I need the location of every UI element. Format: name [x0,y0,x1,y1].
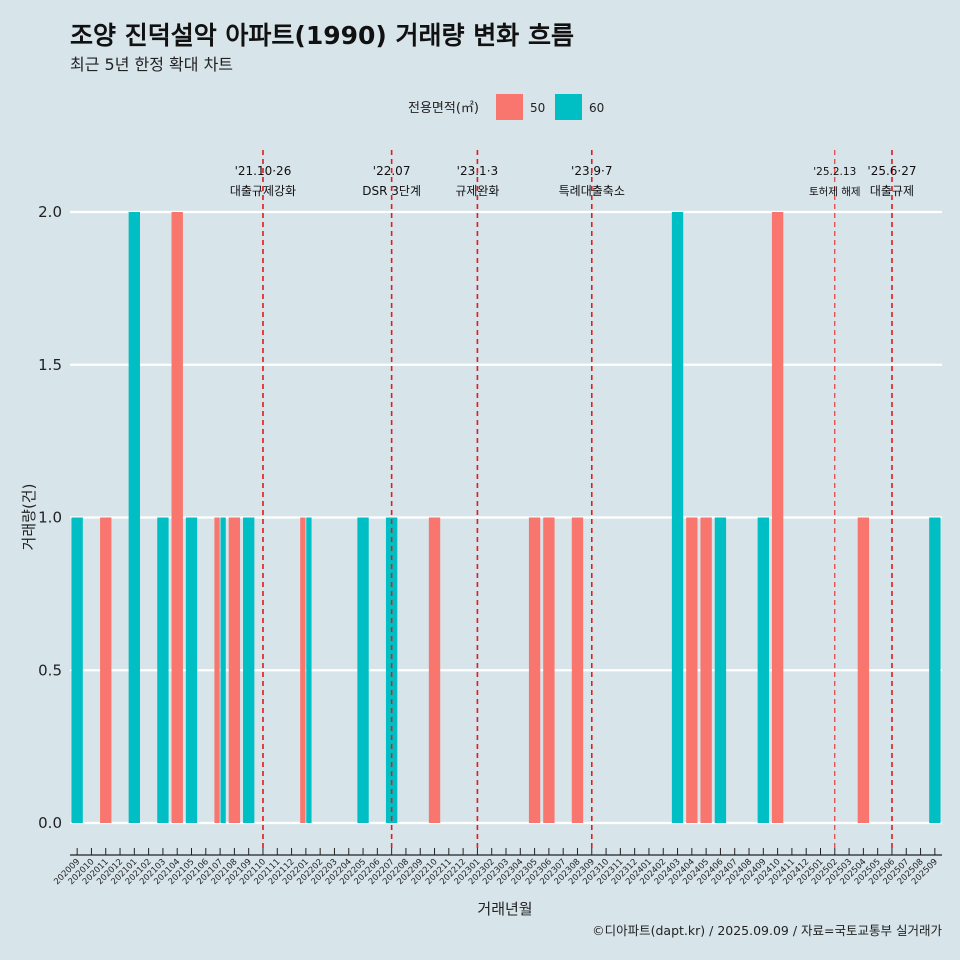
caption: ©디아파트(dapt.kr) / 2025.09.09 / 자료=국토교통부 실… [592,923,942,938]
bar-50-202107 [214,517,220,823]
bar-60-202205 [357,517,369,823]
bar-60-202509 [929,517,941,823]
bars [71,212,941,823]
y-axis: 0.0 0.5 1.0 1.5 2.0 [38,203,62,832]
legend-label-50: 50 [530,101,545,115]
y-tick-label: 0.5 [38,661,62,679]
bar-50-202011 [100,517,112,823]
event-date: '25.2.13 [813,166,856,178]
bar-60-202101 [128,212,141,823]
event-label: 대출규제강화 [230,184,296,198]
event-date: '25.6·27 [867,164,916,178]
chart-title: 조양 진덕설악 아파트(1990) 거래량 변화 흐름 [70,21,574,50]
chart-subtitle: 최근 5년 한정 확대 차트 [70,55,233,74]
bar-60-202207 [385,517,398,823]
y-tick-label: 1.5 [38,356,62,374]
x-axis: 2020092020102020112020122021012021022021… [52,848,942,887]
legend-title: 전용면적(㎡) [408,101,479,116]
bar-60-202409 [757,517,769,823]
event-date: '22.07 [373,164,411,178]
y-axis-title: 거래량(건) [20,484,38,551]
gridlines [70,210,942,825]
bar-60-202103 [157,517,169,823]
y-tick-label: 0.0 [38,814,62,832]
bar-50-202410 [771,212,784,823]
event-date: '21.10·26 [235,164,292,178]
event-label: DSR 3단계 [362,184,421,198]
event-label: 규제완화 [455,184,499,198]
event-date: '23.1·3 [457,164,498,178]
x-axis-title: 거래년월 [477,900,532,918]
bar-50-202306 [543,517,555,823]
event-label: 대출규제 [870,184,914,198]
bar-50-202405 [700,517,712,823]
bar-50-202305 [528,517,541,823]
event-label: 특례대출축소 [559,184,625,198]
bar-60-202109 [243,517,255,823]
bar-50-202404 [686,517,698,823]
bar-50-202504 [857,517,870,823]
legend: 전용면적(㎡) 50 60 [408,94,604,120]
bar-60-202403 [671,212,684,823]
bar-50-202210 [428,517,441,823]
bar-50-202104 [171,212,183,823]
y-tick-label: 2.0 [38,203,62,221]
y-tick-label: 1.0 [38,509,62,527]
bar-60-202201 [306,517,312,823]
legend-swatch-50 [496,94,523,120]
legend-swatch-60 [555,94,582,120]
event-label: 토허제 해제 [809,185,861,198]
event-date: '23.9·7 [571,164,612,178]
legend-label-60: 60 [589,101,604,115]
bar-60-202406 [714,517,727,823]
bar-60-202105 [185,517,198,823]
event-markers: '21.10·26 대출규제강화 '22.07 DSR 3단계 '23.1·3 규제완화 '… [230,150,917,852]
bar-60-202009 [71,517,83,823]
bar-60-202107 [220,517,226,823]
bar-50-202308 [571,517,584,823]
bar-50-202201 [300,517,306,823]
bar-50-202108 [228,517,241,823]
